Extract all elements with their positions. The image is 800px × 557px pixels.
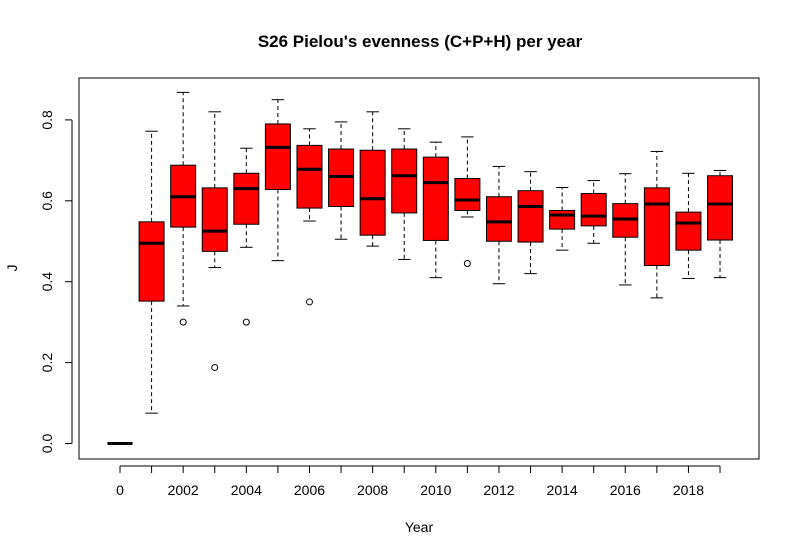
x-tick-label: 2018 [673, 482, 704, 498]
boxes-layer [107, 91, 734, 445]
outlier-point [242, 318, 250, 326]
y-tick-label: 0.6 [39, 191, 55, 211]
box-group [675, 172, 702, 279]
x-axis-label: Year [405, 519, 434, 535]
x-tick-label: 2010 [420, 482, 451, 498]
box-iqr [359, 149, 386, 236]
box-iqr [422, 156, 449, 241]
x-tick-label: 2012 [483, 482, 514, 498]
outlier-point [211, 363, 219, 371]
box-group [707, 169, 734, 279]
box-group [454, 136, 481, 267]
y-tick-label: 0.8 [39, 110, 55, 130]
box-iqr [485, 196, 512, 242]
box-iqr [391, 148, 418, 214]
y-tick-label: 0.0 [39, 434, 55, 454]
chart-title: S26 Pielou's evenness (C+P+H) per year [258, 32, 583, 51]
box-iqr [580, 193, 607, 227]
box-group [612, 173, 639, 286]
box-group [233, 147, 260, 326]
box-iqr [138, 221, 165, 302]
x-axis: 0 2002 2004 2006 2008 2010 2012 2014 2016 2018 [116, 465, 721, 498]
box-group [391, 128, 418, 260]
box-iqr [549, 210, 576, 230]
box-iqr [707, 175, 734, 241]
box-group [201, 111, 228, 371]
box-iqr [233, 172, 260, 225]
box-group [422, 141, 449, 279]
box-group [549, 186, 576, 251]
plot-frame [78, 77, 760, 460]
box-iqr [643, 187, 670, 267]
box-group [296, 128, 323, 306]
x-tick-label: 2008 [357, 482, 388, 498]
box-group [170, 91, 197, 326]
box-iqr [264, 123, 291, 190]
y-tick-label: 0.2 [39, 353, 55, 373]
box-group [328, 121, 355, 240]
x-tick-label: 2004 [231, 482, 262, 498]
y-axis: 0.0 0.2 0.4 0.6 0.8 [39, 110, 73, 454]
x-tick-label: 2016 [610, 482, 641, 498]
box-iqr [517, 190, 544, 243]
box-group [485, 165, 512, 285]
box-group [138, 130, 165, 414]
box-group [264, 99, 291, 262]
outlier-point [305, 298, 313, 306]
outlier-point [179, 318, 187, 326]
outlier-point [463, 259, 471, 267]
x-tick-label: 0 [116, 482, 124, 498]
box-group [359, 111, 386, 247]
y-axis-label: J [4, 265, 20, 272]
box-iqr [454, 178, 481, 212]
box-group [643, 150, 670, 299]
x-tick-label: 2002 [168, 482, 199, 498]
box-group [517, 171, 544, 275]
x-tick-label: 2006 [294, 482, 325, 498]
box-iqr [296, 144, 323, 209]
x-tick-label: 2014 [547, 482, 578, 498]
y-tick-label: 0.4 [39, 272, 55, 292]
box-iqr [675, 211, 702, 251]
box-group [580, 180, 607, 244]
box-iqr [201, 187, 228, 252]
